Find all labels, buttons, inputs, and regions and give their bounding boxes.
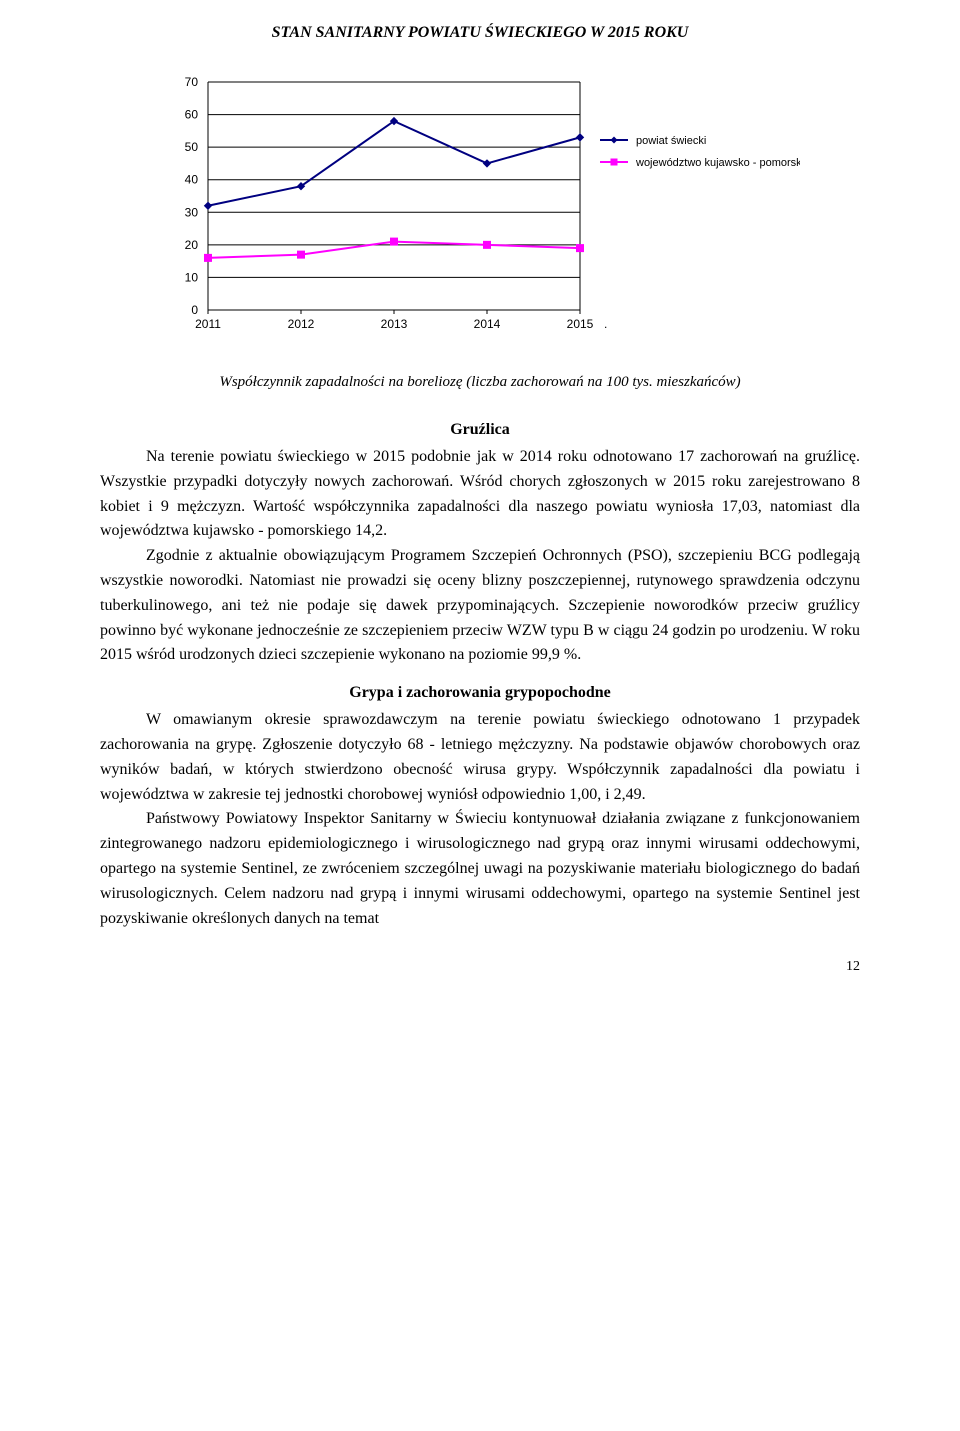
- svg-text:70: 70: [185, 75, 199, 89]
- svg-text:30: 30: [185, 205, 199, 219]
- grypa-heading-text: Grypa i zachorowania grypopochodne: [349, 684, 611, 701]
- svg-text:2015: 2015: [567, 317, 594, 331]
- grypa-body: W omawianym okresie sprawozdawczym na te…: [100, 708, 860, 931]
- chart-svg: 0 10 20 30 40 50 60 70 2011 2012 2013 2014 2015 powia…: [160, 70, 800, 350]
- page-header: STAN SANITARNY POWIATU ŚWIECKIEGO W 2015…: [100, 24, 860, 42]
- chart-caption: Współczynnik zapadalności na boreliozę (…: [100, 374, 860, 391]
- gruzlica-p2: Zgodnie z aktualnie obowiązującym Progra…: [100, 544, 860, 668]
- caption-text: Współczynnik zapadalności na boreliozę (…: [219, 374, 740, 390]
- svg-text:40: 40: [185, 173, 199, 187]
- gruzlica-heading-text: Gruźlica: [450, 421, 510, 438]
- svg-text:powiat świecki: powiat świecki: [636, 135, 706, 147]
- svg-text:10: 10: [185, 270, 199, 284]
- header-title-text: STAN SANITARNY POWIATU ŚWIECKIEGO W 2015…: [272, 24, 689, 41]
- gruzlica-p1: Na terenie powiatu świeckiego w 2015 pod…: [100, 445, 860, 544]
- svg-text:.: .: [604, 317, 607, 331]
- grypa-heading: Grypa i zachorowania grypopochodne: [100, 684, 860, 702]
- svg-text:2013: 2013: [381, 317, 408, 331]
- svg-text:2014: 2014: [474, 317, 501, 331]
- gruzlica-heading: Gruźlica: [100, 421, 860, 439]
- grypa-p1: W omawianym okresie sprawozdawczym na te…: [100, 708, 860, 807]
- gruzlica-body: Na terenie powiatu świeckiego w 2015 pod…: [100, 445, 860, 668]
- svg-text:województwo kujawsko - pomorsk: województwo kujawsko - pomorskie: [635, 157, 800, 169]
- grypa-p2: Państwowy Powiatowy Inspektor Sanitarny …: [100, 807, 860, 931]
- svg-text:60: 60: [185, 108, 199, 122]
- svg-text:2012: 2012: [288, 317, 315, 331]
- svg-text:20: 20: [185, 238, 199, 252]
- svg-text:50: 50: [185, 140, 199, 154]
- borelioza-chart: 0 10 20 30 40 50 60 70 2011 2012 2013 2014 2015 powia…: [160, 70, 800, 350]
- page-number: 12: [100, 959, 860, 975]
- svg-text:2011: 2011: [195, 317, 221, 331]
- page-number-text: 12: [846, 959, 860, 974]
- svg-text:0: 0: [191, 303, 198, 317]
